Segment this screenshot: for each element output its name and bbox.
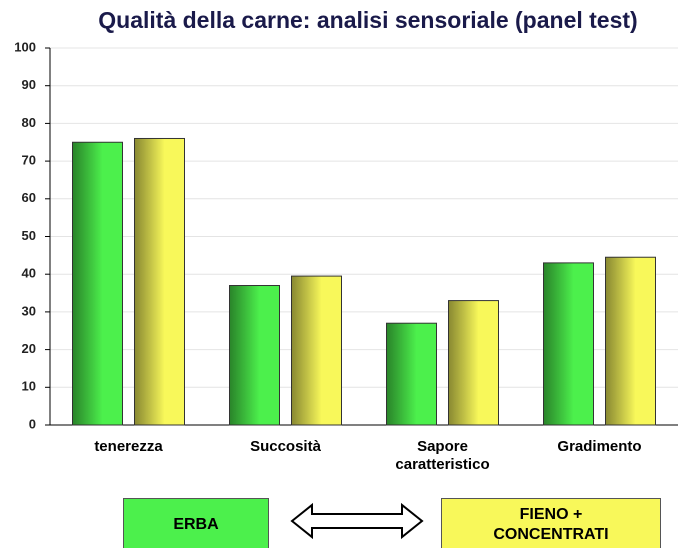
legend-entry: FIENO + CONCENTRATI (441, 498, 661, 548)
y-tick-label: 90 (22, 77, 36, 92)
bar (543, 262, 594, 426)
y-tick-label: 80 (22, 115, 36, 130)
y-tick-label: 100 (14, 39, 36, 54)
y-tick-label: 20 (22, 341, 36, 356)
bar (386, 322, 437, 426)
legend-entry: ERBA (123, 498, 269, 548)
y-tick-label: 40 (22, 266, 36, 281)
bar (72, 141, 123, 426)
y-tick-label: 10 (22, 379, 36, 394)
y-tick-label: 0 (29, 416, 36, 431)
y-tick-label: 70 (22, 153, 36, 168)
bar (229, 285, 280, 426)
bar (605, 256, 656, 426)
x-tick-label: tenerezza (94, 438, 163, 455)
chart-title: Qualità della carne: analisi sensoriale … (98, 7, 637, 33)
bar (448, 300, 499, 426)
y-tick-label: 60 (22, 190, 36, 205)
x-tick-label: Sapore caratteristico (395, 438, 490, 473)
y-tick-label: 50 (22, 228, 36, 243)
x-tick-label: Gradimento (557, 438, 642, 455)
bar (291, 275, 342, 426)
bar (134, 137, 185, 426)
x-tick-label: Succosità (250, 438, 321, 455)
y-tick-label: 30 (22, 303, 36, 318)
